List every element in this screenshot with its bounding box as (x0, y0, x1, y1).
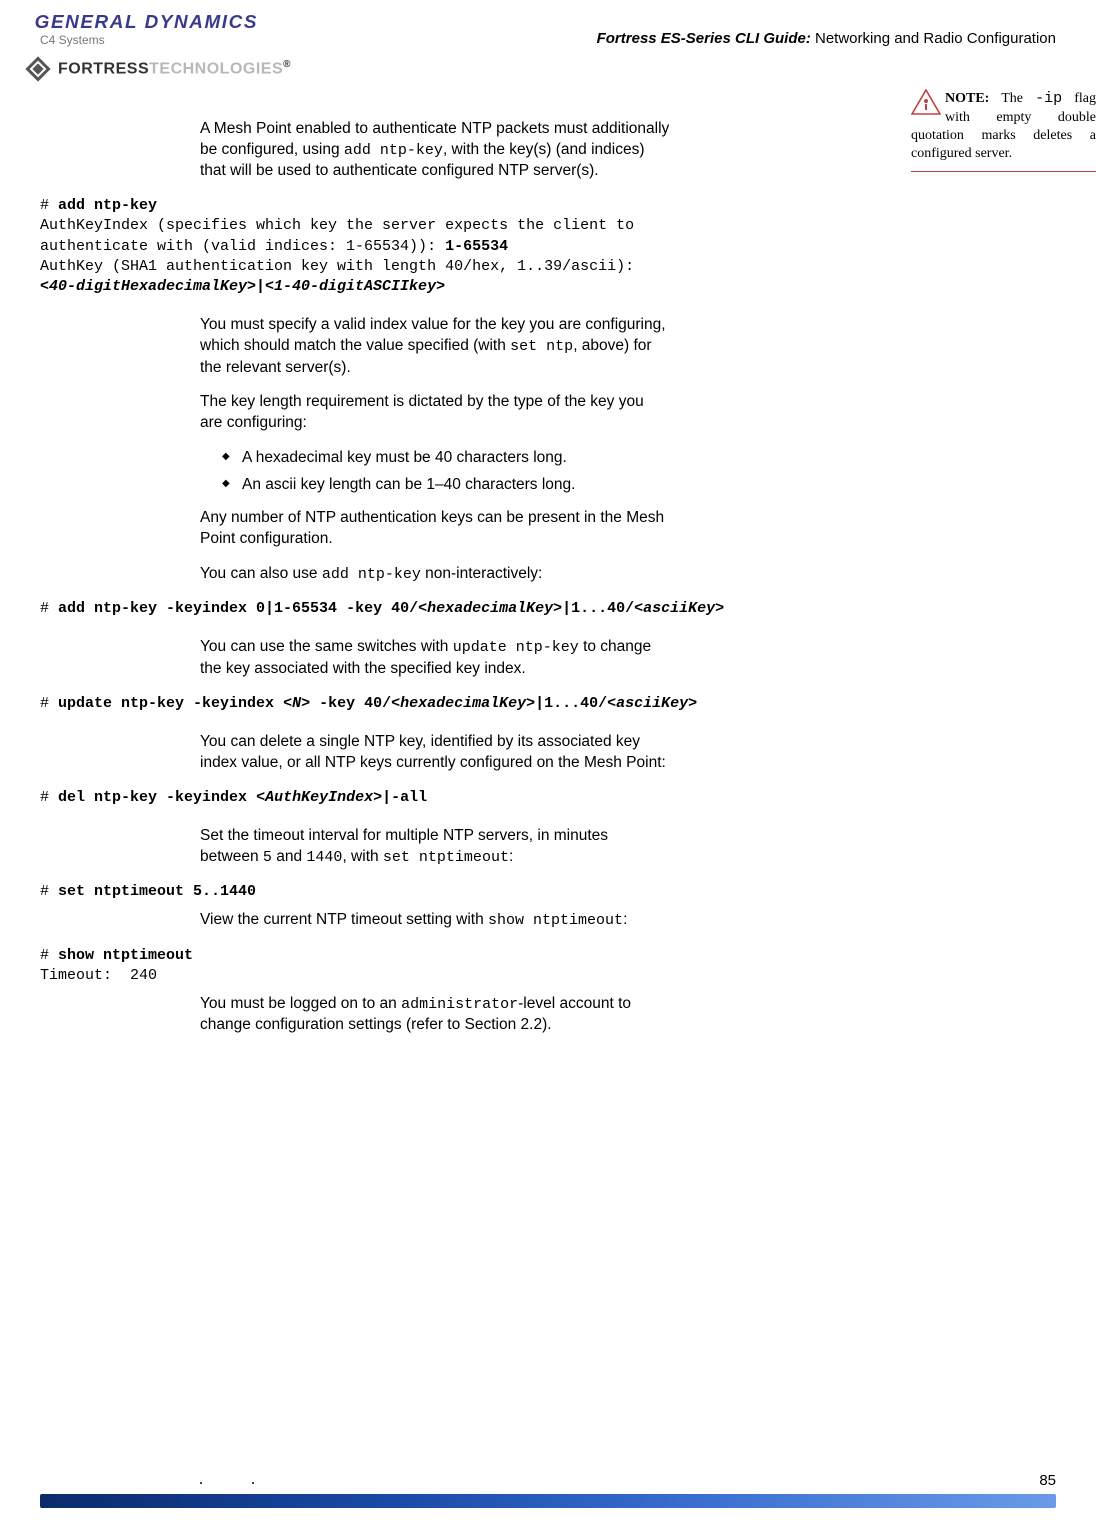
page-footer: 85 (40, 1476, 1056, 1508)
note-code: -ip (1035, 90, 1062, 107)
note-text-a: The (989, 91, 1035, 106)
fortress-text-a: FORTRESS (58, 61, 149, 78)
paragraph-5: You can also use add ntp-key non-interac… (200, 564, 670, 585)
paragraph-3: The key length requirement is dictated b… (200, 392, 670, 434)
list-item: An ascii key length can be 1–40 characte… (222, 475, 670, 496)
footer-bar (40, 1494, 1056, 1508)
fortress-wordmark: FORTRESSTECHNOLOGIES® (58, 59, 291, 78)
fortress-reg: ® (283, 59, 291, 70)
paragraph-10: You must be logged on to an administrato… (200, 994, 670, 1036)
note-warning-icon (911, 89, 941, 115)
paragraph-4: Any number of NTP authentication keys ca… (200, 508, 670, 550)
paragraph-9: View the current NTP timeout setting wit… (200, 910, 670, 931)
paragraph-8: Set the timeout interval for multiple NT… (200, 826, 670, 868)
gd-logo: GENERAL DYNAMICS C4 Systems (40, 12, 253, 47)
doc-title-rest: Networking and Radio Configuration (811, 30, 1056, 47)
code-block-show-timeout: # show ntptimeout Timeout: 240 (40, 946, 1056, 987)
fortress-text-b: TECHNOLOGIES (149, 61, 283, 78)
note-callout: NOTE: The -ip flag with empty double quo… (911, 89, 1096, 172)
code-block-add-ntp-key: # add ntp-key AuthKeyIndex (specifies wh… (40, 196, 1056, 297)
code-block-add-noninteractive: # add ntp-key -keyindex 0|1-65534 -key 4… (40, 599, 1056, 619)
paragraph-7: You can delete a single NTP key, identif… (200, 732, 670, 774)
list-item: A hexadecimal key must be 40 characters … (222, 448, 670, 469)
doc-title-bold: Fortress ES-Series CLI Guide: (597, 30, 811, 47)
key-length-list: A hexadecimal key must be 40 characters … (222, 448, 670, 496)
page-header: GENERAL DYNAMICS C4 Systems Fortress ES-… (0, 0, 1096, 55)
gd-logo-main: GENERAL DYNAMICS (35, 12, 258, 33)
fortress-diamond-icon (24, 55, 52, 83)
page-content: NOTE: The -ip flag with empty double quo… (0, 89, 1096, 1036)
code-block-set-timeout: # set ntptimeout 5..1440 (40, 882, 1056, 902)
footer-dots (200, 1474, 1096, 1492)
code-block-update: # update ntp-key -keyindex <N> -key 40/<… (40, 694, 1056, 714)
fortress-logo-row: FORTRESSTECHNOLOGIES® (0, 55, 1096, 89)
note-label: NOTE: (945, 91, 989, 106)
gd-logo-sub: C4 Systems (40, 33, 253, 47)
code-block-del: # del ntp-key -keyindex <AuthKeyIndex>|-… (40, 788, 1056, 808)
paragraph-6: You can use the same switches with updat… (200, 637, 670, 679)
paragraph-1: A Mesh Point enabled to authenticate NTP… (200, 119, 670, 182)
page-number: 85 (1039, 1472, 1056, 1489)
paragraph-2: You must specify a valid index value for… (200, 315, 670, 378)
doc-title: Fortress ES-Series CLI Guide: Networking… (597, 30, 1056, 47)
